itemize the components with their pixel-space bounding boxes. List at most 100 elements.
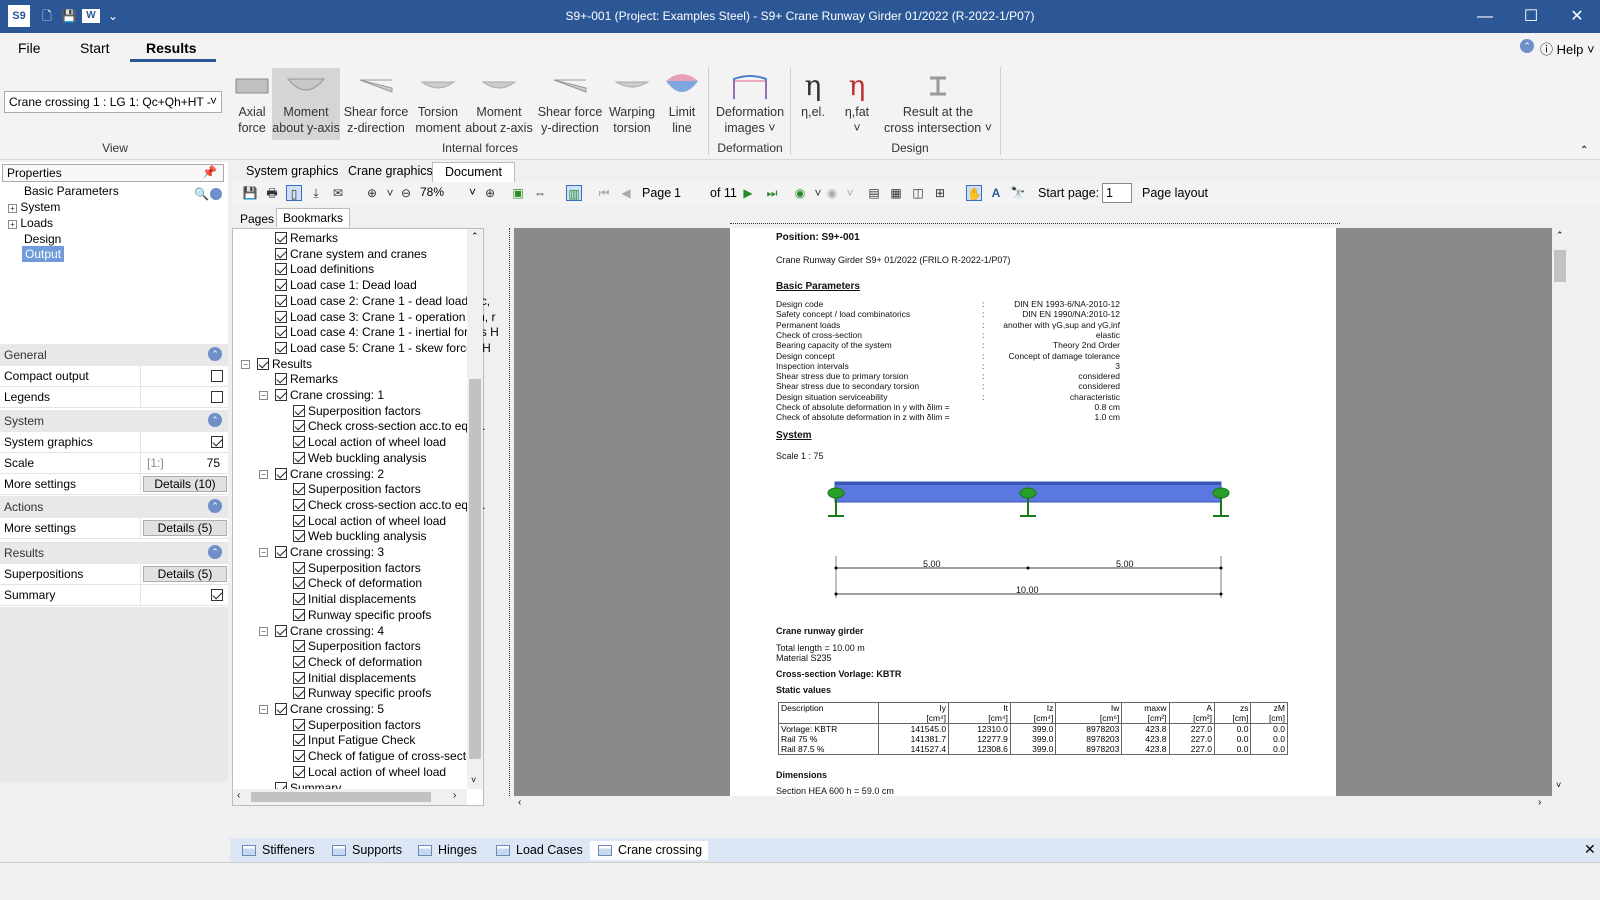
- last-page-icon[interactable]: ⏭: [766, 186, 778, 200]
- bookmark-item[interactable]: − Results: [241, 357, 312, 373]
- document-vertical-scrollbar[interactable]: ⌃ ˅: [1552, 228, 1568, 796]
- bookmark-item[interactable]: Load case 3: Crane 1 - operation Qh, r: [275, 310, 495, 326]
- tree-basic-parameters[interactable]: Basic Parameters: [24, 184, 119, 198]
- bookmark-item[interactable]: Check cross-section acc.to eq.(6.: [293, 419, 485, 435]
- bookmark-item[interactable]: Runway specific proofs: [293, 686, 431, 702]
- scroll-up-icon[interactable]: ⌃: [471, 231, 479, 241]
- collapse-section-icon[interactable]: ⌃: [208, 545, 222, 559]
- minimize-button[interactable]: —: [1477, 8, 1493, 25]
- document-view[interactable]: Position: S9+-001 Crane Runway Girder S9…: [514, 228, 1552, 796]
- bookmark-item[interactable]: Superposition factors: [293, 404, 421, 420]
- first-page-icon[interactable]: ⏮: [598, 186, 610, 200]
- zoom-out-icon[interactable]: ⊖: [400, 186, 412, 200]
- bookmark-item[interactable]: Superposition factors: [293, 718, 421, 734]
- expand-icon[interactable]: +: [8, 204, 17, 213]
- collapse-section-icon[interactable]: ⌃: [208, 499, 222, 513]
- bookmark-checkbox[interactable]: [275, 247, 287, 260]
- bookmark-checkbox[interactable]: [275, 326, 287, 339]
- scroll-thumb[interactable]: [1554, 250, 1566, 282]
- tab-supports[interactable]: Supports: [324, 841, 408, 860]
- collapse-icon[interactable]: −: [259, 391, 268, 400]
- page-layout-button[interactable]: Page layout: [1142, 186, 1209, 200]
- tab-document[interactable]: Document: [432, 162, 515, 182]
- close-panel-icon[interactable]: ✕: [1584, 841, 1596, 857]
- collapse-icon[interactable]: −: [259, 469, 268, 479]
- collapse-section-icon[interactable]: ⌃: [208, 413, 222, 427]
- start-page-input[interactable]: 1: [1102, 183, 1132, 203]
- section-actions[interactable]: Actions ⌃: [0, 496, 228, 518]
- bookmark-checkbox[interactable]: [293, 640, 305, 653]
- bookmark-item[interactable]: Check of deformation: [293, 655, 422, 671]
- tab-pages[interactable]: Pages: [240, 212, 275, 226]
- bookmark-checkbox[interactable]: [293, 404, 305, 417]
- view-selector-dropdown[interactable]: Crane crossing 1 : LG 1: Qc+Qh+HT - ˅: [4, 91, 222, 113]
- quick-access-dropdown-icon[interactable]: ⌄: [107, 9, 119, 23]
- bookmark-checkbox[interactable]: [293, 514, 305, 527]
- bookmark-item[interactable]: − Crane crossing: 2: [259, 467, 384, 483]
- bookmark-checkbox[interactable]: [275, 624, 287, 637]
- tree-output[interactable]: Output: [22, 246, 65, 262]
- page-number-input[interactable]: 1: [674, 186, 681, 200]
- send-icon[interactable]: ✉: [332, 186, 344, 200]
- bookmark-checkbox[interactable]: [293, 608, 305, 621]
- bookmark-item[interactable]: Runway specific proofs: [293, 608, 431, 624]
- horizontal-scrollbar[interactable]: ‹ ›: [233, 789, 467, 805]
- bookmark-checkbox[interactable]: [275, 279, 287, 292]
- bookmark-checkbox[interactable]: [293, 671, 305, 684]
- tab-results[interactable]: Results: [146, 40, 197, 56]
- bookmark-checkbox[interactable]: [293, 655, 305, 668]
- collapse-tree-icon[interactable]: [210, 188, 222, 200]
- zoom-in-icon[interactable]: ⊕: [366, 186, 378, 200]
- bookmark-checkbox[interactable]: [275, 703, 287, 715]
- print-icon[interactable]: 🖶: [266, 186, 278, 200]
- tab-start[interactable]: Start: [80, 40, 110, 56]
- bookmark-item[interactable]: Web buckling analysis: [293, 451, 427, 467]
- previous-page-icon[interactable]: ◀: [621, 186, 631, 200]
- save-icon[interactable]: 💾: [61, 9, 77, 23]
- bookmark-item[interactable]: − Crane crossing: 3: [259, 545, 384, 561]
- details-button[interactable]: Details (5): [143, 520, 227, 536]
- axial-force-button[interactable]: Axial force: [232, 68, 272, 140]
- word-export-icon[interactable]: W: [82, 9, 100, 23]
- scroll-thumb[interactable]: [469, 379, 481, 759]
- bookmark-item[interactable]: Initial displacements: [293, 671, 416, 687]
- scroll-left-icon[interactable]: ‹: [237, 790, 241, 801]
- bookmark-item[interactable]: Load case 4: Crane 1 - inertial forces H: [275, 325, 499, 341]
- find-icon[interactable]: 🔭: [1010, 186, 1026, 200]
- eta-el-button[interactable]: η η,el.: [801, 69, 825, 120]
- chevron-down-icon[interactable]: ˅: [814, 186, 822, 200]
- bookmark-item[interactable]: Check of deformation: [293, 576, 422, 592]
- torsion-moment-button[interactable]: Torsion moment: [412, 68, 464, 140]
- bookmark-item[interactable]: Crane system and cranes: [275, 247, 427, 263]
- chevron-up-icon[interactable]: ⌃: [1580, 145, 1589, 156]
- back-icon[interactable]: ◉: [794, 186, 806, 200]
- collapse-icon[interactable]: −: [259, 626, 268, 636]
- bookmark-checkbox[interactable]: [275, 341, 287, 354]
- section-system[interactable]: System ⌃: [0, 410, 228, 432]
- bookmark-item[interactable]: Load case 1: Dead load: [275, 278, 417, 294]
- legends-checkbox[interactable]: [211, 391, 223, 403]
- tree-design[interactable]: Design: [24, 232, 62, 246]
- bookmark-checkbox[interactable]: [293, 750, 305, 763]
- warping-torsion-button[interactable]: Warping torsion: [606, 68, 658, 140]
- tab-stiffeners[interactable]: Stiffeners: [234, 841, 321, 860]
- bookmark-checkbox[interactable]: [293, 483, 305, 496]
- text-select-icon[interactable]: A: [991, 186, 1001, 200]
- hand-tool-icon[interactable]: ✋: [966, 185, 982, 201]
- pin-icon[interactable]: 📌: [202, 165, 217, 179]
- new-file-icon[interactable]: 🗋: [42, 9, 52, 23]
- bookmark-item[interactable]: Local action of wheel load: [293, 514, 446, 530]
- bookmark-item[interactable]: Superposition factors: [293, 482, 421, 498]
- document-horizontal-scrollbar[interactable]: ‹ ›: [514, 796, 1552, 812]
- eta-fat-button[interactable]: η η,fat ˅: [844, 69, 870, 136]
- zoom-input[interactable]: 78% ˅: [420, 185, 476, 199]
- bookmark-item[interactable]: Local action of wheel load: [293, 435, 446, 451]
- search-icon[interactable]: 🔍: [194, 187, 209, 201]
- tree-system[interactable]: + System: [8, 200, 60, 214]
- bookmark-checkbox[interactable]: [293, 593, 305, 606]
- scroll-right-icon[interactable]: ›: [1538, 797, 1542, 808]
- section-general[interactable]: General ⌃: [0, 344, 228, 366]
- bookmark-checkbox[interactable]: [275, 294, 287, 307]
- details-button[interactable]: Details (10): [143, 476, 227, 492]
- bookmark-item[interactable]: − Crane crossing: 4: [259, 624, 384, 640]
